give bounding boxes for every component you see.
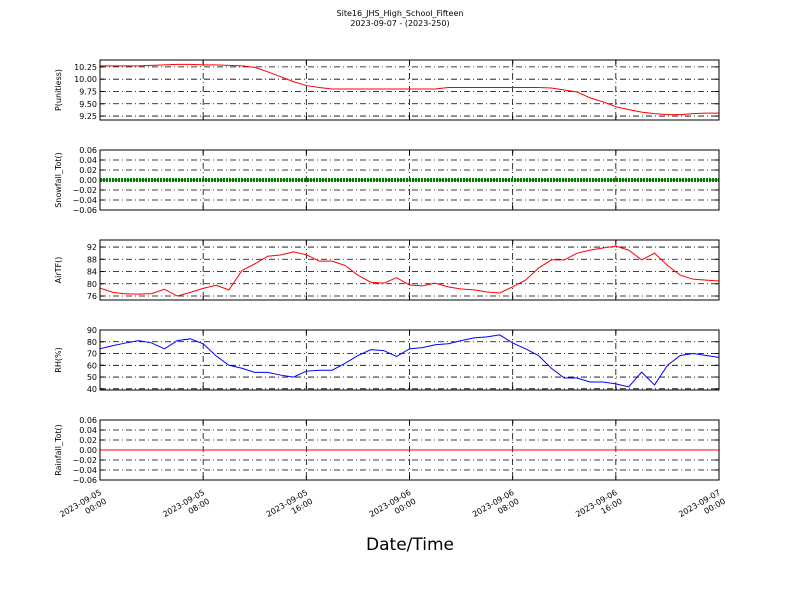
y-axis-label: RH(%) bbox=[54, 347, 63, 372]
y-tick-label: 84 bbox=[87, 268, 97, 277]
y-tick-label: −0.02 bbox=[72, 186, 97, 195]
y-tick-label: −0.04 bbox=[72, 466, 97, 475]
x-tick-label: 2023-09-0500:00 bbox=[58, 488, 108, 528]
y-tick-label: 0.00 bbox=[79, 446, 97, 455]
y-tick-label: 10.00 bbox=[74, 75, 97, 84]
y-tick-label: 9.75 bbox=[79, 87, 97, 96]
y-tick-label: 80 bbox=[87, 338, 97, 347]
plot-frame bbox=[99, 59, 720, 121]
y-tick-label: 88 bbox=[87, 255, 97, 264]
y-tick-label: −0.06 bbox=[72, 476, 97, 485]
y-axis-label: Snowfall_Tot() bbox=[54, 152, 63, 208]
y-tick-label: 0.06 bbox=[79, 146, 97, 155]
y-tick-label: 0.02 bbox=[79, 436, 97, 445]
y-tick-label: −0.06 bbox=[72, 206, 97, 215]
y-tick-label: 50 bbox=[87, 373, 97, 382]
y-tick-label: 0.06 bbox=[79, 416, 97, 425]
y-axis-label: AirTF() bbox=[54, 257, 63, 284]
y-tick-label: 0.02 bbox=[79, 166, 97, 175]
y-tick-label: 0.00 bbox=[79, 176, 97, 185]
chart-title: Site16_JHS_High_School_Fifteen bbox=[337, 9, 464, 18]
y-tick-label: 90 bbox=[87, 326, 97, 335]
x-tick-label: 2023-09-0516:00 bbox=[265, 488, 315, 528]
y-tick-label: 92 bbox=[87, 243, 97, 252]
data-line bbox=[100, 245, 719, 297]
plot-frame bbox=[99, 419, 720, 481]
y-tick-label: 60 bbox=[87, 361, 97, 370]
x-axis-label: Date/Time bbox=[366, 535, 454, 555]
plot-frame bbox=[99, 239, 720, 301]
plot-frame bbox=[99, 329, 720, 391]
y-tick-label: 76 bbox=[87, 292, 97, 301]
x-tick-label: 2023-09-0508:00 bbox=[161, 488, 211, 528]
y-tick-label: 80 bbox=[87, 280, 97, 289]
y-tick-label: 0.04 bbox=[79, 426, 97, 435]
x-tick-label: 2023-09-0608:00 bbox=[471, 488, 521, 528]
x-tick-label: 2023-09-0700:00 bbox=[677, 488, 727, 528]
y-tick-label: −0.04 bbox=[72, 196, 97, 205]
y-tick-label: 70 bbox=[87, 350, 97, 359]
y-tick-label: 0.04 bbox=[79, 156, 97, 165]
chart-subtitle: 2023-09-07 - (2023-250) bbox=[350, 19, 449, 28]
y-tick-label: 10.25 bbox=[74, 63, 97, 72]
y-tick-label: −0.02 bbox=[72, 456, 97, 465]
data-line bbox=[100, 334, 719, 388]
y-tick-label: 9.25 bbox=[79, 112, 97, 121]
y-tick-label: 9.50 bbox=[79, 100, 97, 109]
y-axis-label: P(unitless) bbox=[54, 69, 63, 111]
data-line bbox=[100, 63, 719, 116]
x-tick-label: 2023-09-0600:00 bbox=[368, 488, 418, 528]
plot-frame bbox=[99, 149, 720, 211]
y-tick-label: 40 bbox=[87, 385, 97, 394]
x-tick-label: 2023-09-0616:00 bbox=[574, 488, 624, 528]
y-axis-label: Rainfall_Tot() bbox=[54, 424, 63, 476]
